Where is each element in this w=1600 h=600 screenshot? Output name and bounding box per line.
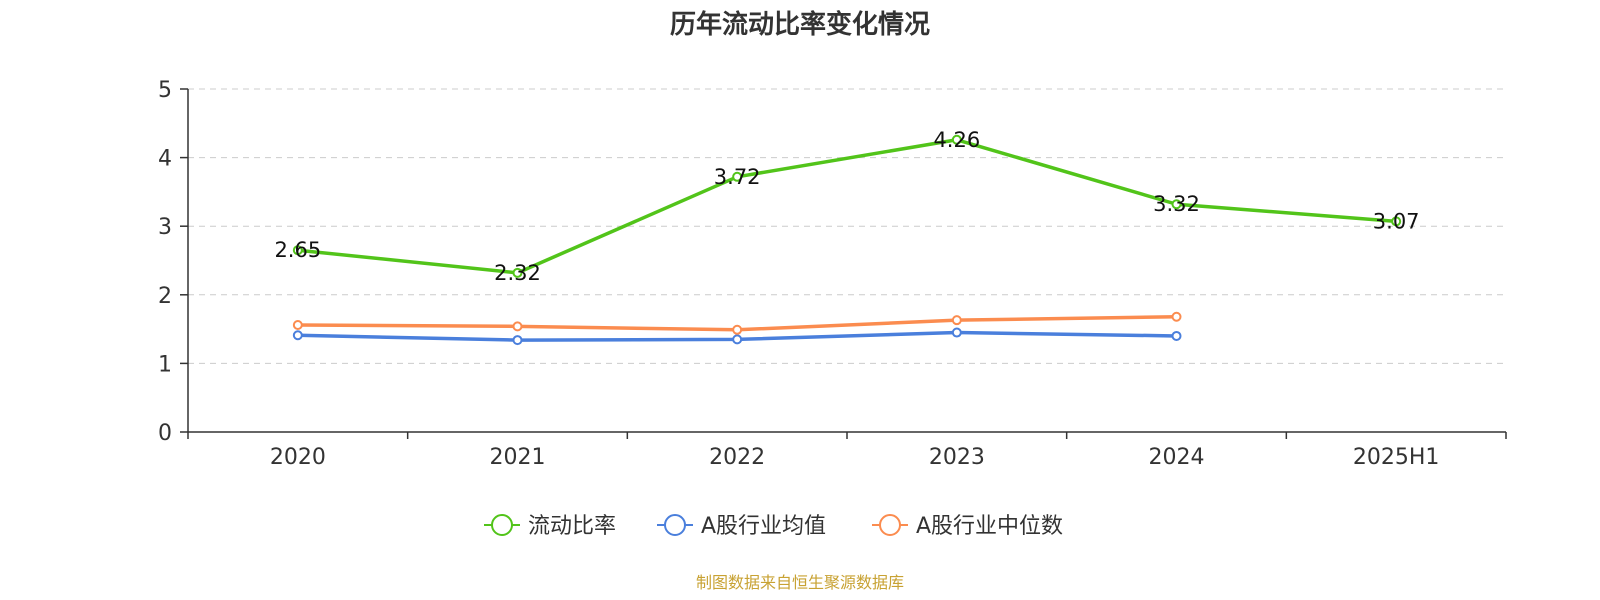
x-tick-label: 2022 (709, 445, 765, 470)
legend-label: 流动比率 (528, 514, 616, 539)
data-labels: 2.65 2.32 3.72 4.26 3.32 3.07 (274, 128, 1419, 285)
data-point (951, 134, 962, 145)
x-tick-label: 2023 (929, 445, 985, 470)
data-label: 2.32 (494, 261, 541, 285)
legend-label: A股行业均值 (701, 514, 826, 539)
y-tick-label: 5 (158, 78, 172, 103)
series-line (297, 138, 1397, 275)
y-tick-label: 4 (158, 147, 172, 172)
data-label: 3.32 (1153, 192, 1200, 216)
data-label: 3.72 (714, 165, 761, 189)
legend: 流动比率 A股行业均值 A股行业中位数 (484, 514, 1063, 539)
data-point (512, 335, 523, 346)
data-point (292, 245, 303, 256)
series-lines (292, 134, 1402, 346)
data-point (512, 321, 523, 332)
x-tick-label: 2025H1 (1353, 445, 1440, 470)
legend-marker (664, 514, 686, 536)
data-point (292, 319, 303, 330)
data-point (1171, 311, 1182, 322)
data-point (512, 267, 523, 278)
y-tick-label: 2 (158, 284, 172, 309)
data-point (1391, 216, 1402, 227)
legend-marker (491, 514, 513, 536)
x-tick-label: 2020 (270, 445, 326, 470)
x-tick-label: 2024 (1149, 445, 1205, 470)
data-label: 4.26 (933, 128, 980, 152)
data-point (1171, 199, 1182, 210)
chart-title: 历年流动比率变化情况 (670, 9, 930, 40)
data-point (1171, 330, 1182, 341)
x-tick-label: 2021 (490, 445, 546, 470)
axes: 0 1 2 3 4 5 2020 2021 2022 2023 2024 2025H1 (158, 78, 1507, 470)
data-label: 3.07 (1373, 209, 1420, 233)
legend-label: A股行业中位数 (916, 514, 1063, 539)
data-point (732, 334, 743, 345)
data-point (951, 315, 962, 326)
data-point (732, 324, 743, 335)
grid-lines (188, 88, 1506, 364)
data-point (732, 171, 743, 182)
y-tick-label: 1 (158, 352, 172, 377)
source-note: 制图数据来自恒生聚源数据库 (696, 573, 904, 592)
legend-marker (879, 514, 901, 536)
y-tick-label: 3 (158, 215, 172, 240)
data-point (292, 330, 303, 341)
data-point (951, 327, 962, 338)
y-tick-label: 0 (158, 421, 172, 446)
data-label: 2.65 (274, 238, 321, 262)
